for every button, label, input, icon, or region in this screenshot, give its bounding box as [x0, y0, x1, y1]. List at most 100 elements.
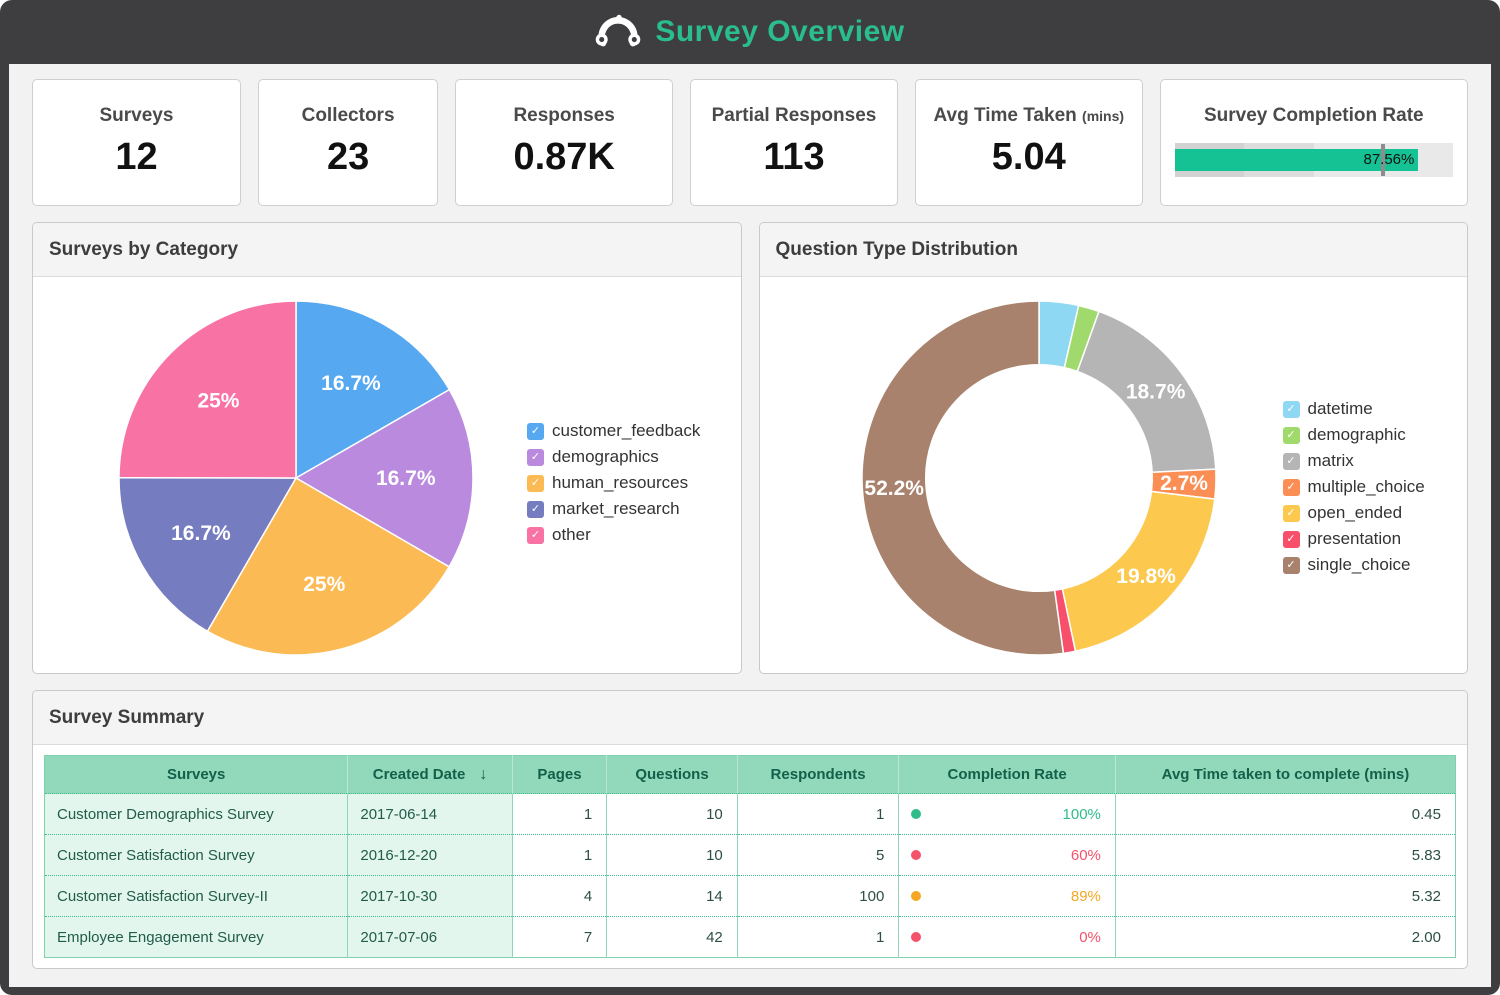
cell-respondents: 1 — [736, 916, 899, 958]
sort-desc-icon[interactable]: ↓ — [479, 765, 488, 783]
cell-completion-rate: 60% — [898, 834, 1116, 876]
title-bar: Survey Overview — [0, 0, 1500, 64]
slice-label-demographics: 16.7% — [376, 467, 436, 490]
bullet-measure-bar — [1174, 149, 1419, 171]
cell-respondents: 100 — [736, 875, 899, 917]
cell-pages: 4 — [511, 875, 607, 917]
legend-label: demographics — [552, 447, 659, 466]
legend-item-multiple_choice[interactable]: ✓ multiple_choice — [1282, 477, 1425, 497]
legend-checkbox-icon[interactable]: ✓ — [1282, 426, 1300, 444]
pie-legend: ✓ customer_feedback ✓ demographics ✓ human_re… — [527, 421, 700, 551]
kpi-card-partial-responses: Partial Responses 113 — [690, 79, 898, 206]
legend-item-open_ended[interactable]: ✓ open_ended — [1282, 503, 1425, 523]
legend-item-datetime[interactable]: ✓ datetime — [1282, 399, 1425, 419]
cell-questions: 10 — [606, 793, 738, 835]
column-header-completion-rate[interactable]: Completion Rate — [898, 755, 1116, 794]
pie-slice-customer_feedback[interactable] — [295, 300, 451, 480]
legend-checkbox-icon[interactable]: ✓ — [1282, 504, 1300, 522]
status-dot-icon — [911, 891, 922, 901]
legend-checkbox-icon[interactable]: ✓ — [527, 526, 544, 544]
legend-label: market_research — [552, 499, 680, 518]
kpi-label: Survey Completion Rate — [1203, 105, 1424, 126]
pie-slice-human_resources[interactable] — [206, 476, 451, 656]
kpi-value: 5.04 — [991, 136, 1066, 178]
table-row: Customer Demographics Survey 2017-06-14 1 1… — [44, 793, 1456, 835]
slice-label-single_choice: 52.2% — [864, 477, 924, 500]
pie-slice-other[interactable] — [118, 300, 297, 479]
kpi-value: 12 — [115, 136, 158, 178]
status-dot-icon — [911, 932, 922, 942]
surveys-by-category-pie-chart: 16.7% 16.7% 25% 16.7% 25% — [118, 300, 474, 656]
panel-title: Question Type Distribution — [775, 238, 1018, 260]
cell-created-date: 2016-12-20 — [347, 834, 513, 876]
slice-label-human_resources: 25% — [303, 573, 345, 596]
completion-rate-value: 89% — [1070, 887, 1101, 905]
legend-label: demographic — [1307, 425, 1406, 444]
cell-pages: 7 — [511, 916, 607, 958]
panel-header: Question Type Distribution — [759, 223, 1467, 277]
legend-item-matrix[interactable]: ✓ matrix — [1282, 451, 1425, 471]
pie-slice-market_research[interactable] — [118, 476, 298, 633]
table-body: Customer Demographics Survey 2017-06-14 1 1… — [44, 793, 1456, 958]
completion-rate-value: 60% — [1070, 846, 1101, 864]
kpi-row: Surveys 12 Collectors 23 Responses 0.87K… — [32, 79, 1468, 206]
legend-checkbox-icon[interactable]: ✓ — [527, 500, 544, 518]
kpi-label: Responses — [513, 105, 615, 126]
charts-row: Surveys by Category 16.7% 16.7% 25% 16.7% 25… — [32, 222, 1468, 674]
donut-chart-area: 18.7% 2.7% 19.8% 52.2% ✓ datetime ✓ demographi… — [760, 277, 1468, 673]
legend-label: open_ended — [1307, 503, 1403, 522]
donut-legend: ✓ datetime ✓ demographic ✓ matrix ✓ multiple_ch… — [1282, 399, 1425, 581]
status-dot-icon — [911, 809, 922, 819]
cell-completion-rate: 89% — [898, 875, 1116, 917]
kpi-label: Surveys — [99, 105, 174, 126]
legend-item-demographic[interactable]: ✓ demographic — [1282, 425, 1425, 445]
cell-avg-time: 5.32 — [1114, 875, 1456, 917]
legend-item-demographics[interactable]: ✓ demographics — [527, 447, 700, 467]
table-header-row: Surveys Created Date ↓ Pages Questions Respon… — [44, 755, 1456, 794]
legend-item-single_choice[interactable]: ✓ single_choice — [1282, 555, 1425, 575]
cell-survey-name: Customer Satisfaction Survey-II — [44, 875, 348, 917]
legend-checkbox-icon[interactable]: ✓ — [1282, 556, 1300, 574]
cell-survey-name: Customer Satisfaction Survey — [44, 834, 348, 876]
legend-checkbox-icon[interactable]: ✓ — [527, 422, 544, 440]
cell-completion-rate: 0% — [898, 916, 1116, 958]
column-header-pages[interactable]: Pages — [511, 755, 607, 794]
status-dot-icon — [911, 850, 922, 860]
cell-questions: 10 — [606, 834, 738, 876]
legend-checkbox-icon[interactable]: ✓ — [527, 474, 544, 492]
panel-title: Survey Summary — [49, 706, 205, 728]
legend-label: single_choice — [1307, 555, 1411, 574]
cell-questions: 14 — [606, 875, 738, 917]
kpi-card-surveys: Surveys 12 — [32, 79, 241, 206]
legend-label: presentation — [1307, 529, 1402, 548]
column-header-surveys[interactable]: Surveys — [44, 755, 348, 794]
legend-item-customer_feedback[interactable]: ✓ customer_feedback — [527, 421, 700, 441]
surveymonkey-logo-icon — [596, 14, 641, 46]
legend-item-presentation[interactable]: ✓ presentation — [1282, 529, 1425, 549]
donut-slice-single_choice[interactable] — [860, 300, 1064, 656]
completion-rate-value: 0% — [1079, 928, 1101, 946]
slice-label-other: 25% — [197, 389, 239, 412]
column-header-created-date[interactable]: Created Date ↓ — [347, 755, 513, 794]
legend-checkbox-icon[interactable]: ✓ — [1282, 400, 1300, 418]
panel-header: Survey Summary — [33, 691, 1467, 745]
legend-item-human_resources[interactable]: ✓ human_resources — [527, 473, 700, 493]
cell-created-date: 2017-10-30 — [347, 875, 513, 917]
legend-checkbox-icon[interactable]: ✓ — [1282, 530, 1300, 548]
legend-label: datetime — [1307, 399, 1373, 418]
legend-item-market_research[interactable]: ✓ market_research — [527, 499, 700, 519]
pie-slice-demographics[interactable] — [294, 388, 474, 568]
column-header-questions[interactable]: Questions — [606, 755, 738, 794]
column-header-avg-time-taken-to-complete-mins-[interactable]: Avg Time taken to complete (mins) — [1114, 755, 1456, 794]
legend-checkbox-icon[interactable]: ✓ — [1282, 452, 1300, 470]
cell-survey-name: Employee Engagement Survey — [44, 916, 348, 958]
bullet-value-label: 87.56% — [1363, 151, 1415, 168]
legend-item-other[interactable]: ✓ other — [527, 525, 700, 545]
panel-header: Surveys by Category — [33, 223, 741, 277]
legend-checkbox-icon[interactable]: ✓ — [1282, 478, 1300, 496]
kpi-card-collectors: Collectors 23 — [257, 79, 439, 206]
legend-checkbox-icon[interactable]: ✓ — [527, 448, 544, 466]
cell-avg-time: 2.00 — [1114, 916, 1456, 958]
column-header-respondents[interactable]: Respondents — [736, 755, 899, 794]
cell-created-date: 2017-07-06 — [347, 916, 513, 958]
